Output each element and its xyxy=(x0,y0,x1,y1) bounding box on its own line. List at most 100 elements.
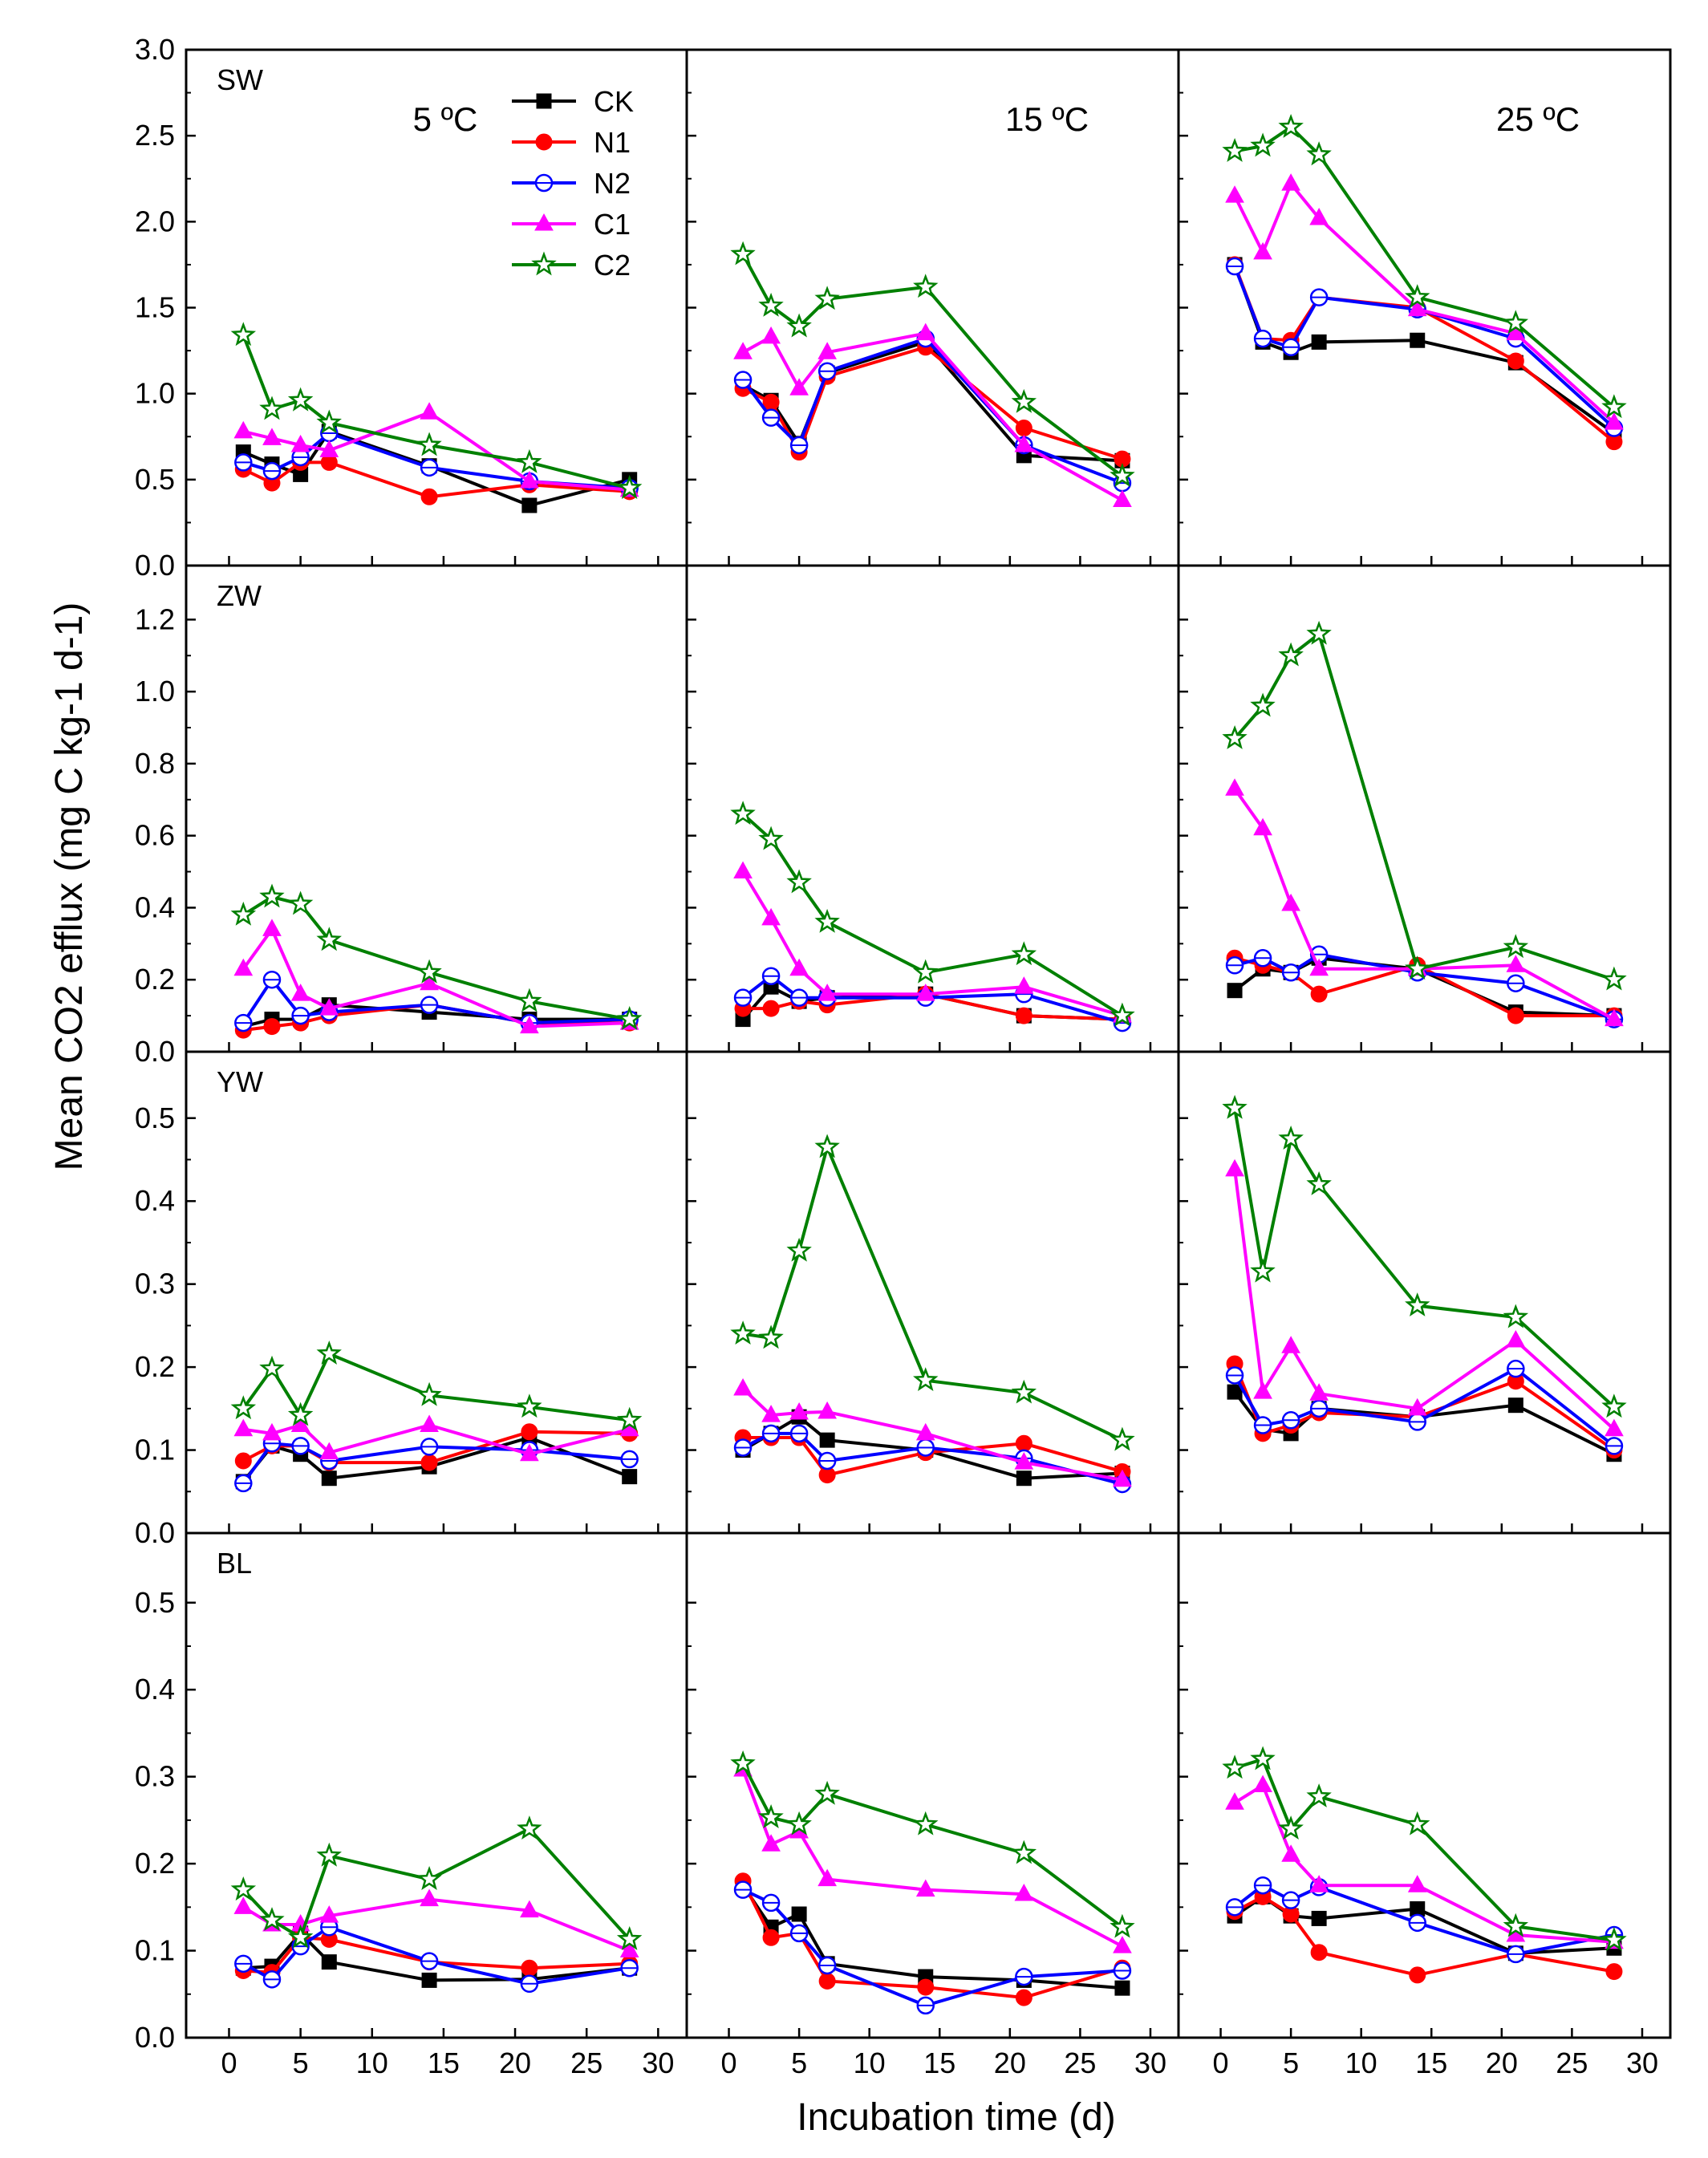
data-point xyxy=(520,1016,539,1034)
legend-label: C1 xyxy=(594,208,631,241)
y-tick-label: 1.5 xyxy=(135,291,175,324)
data-point xyxy=(913,274,939,298)
data-point xyxy=(1405,955,1430,980)
data-point xyxy=(1407,298,1427,317)
data-point xyxy=(287,1401,314,1426)
data-point xyxy=(1601,966,1627,991)
data-point xyxy=(1227,983,1243,999)
data-point xyxy=(1309,288,1329,306)
y-tick-label: 0.0 xyxy=(135,2021,175,2054)
data-point xyxy=(1278,1126,1304,1150)
temperature-label: 5 ºC xyxy=(413,100,478,138)
y-tick-label: 0.3 xyxy=(135,1760,175,1793)
data-point xyxy=(234,1452,252,1470)
data-point xyxy=(291,448,310,467)
data-point xyxy=(319,440,339,457)
data-point xyxy=(1015,1007,1033,1024)
data-point xyxy=(915,1879,935,1897)
x-tick-label: 20 xyxy=(994,2046,1026,2079)
data-point xyxy=(791,1906,807,1922)
data-point xyxy=(319,998,339,1016)
data-point xyxy=(1506,955,1526,972)
soil-label: SW xyxy=(217,63,263,96)
panel-zw-0: 0.0 0.2 0.4 0.6 0.8 1.0 1.2 ZW xyxy=(135,564,688,1068)
data-point xyxy=(616,1925,643,1950)
legend-marker xyxy=(535,133,553,151)
data-point xyxy=(316,927,342,951)
data-point xyxy=(1407,1875,1427,1892)
data-point xyxy=(817,984,837,1001)
data-point xyxy=(1250,1258,1276,1283)
data-point xyxy=(1253,1775,1272,1792)
data-point xyxy=(287,890,314,915)
panel-frame xyxy=(685,564,1180,1053)
data-point xyxy=(1015,1967,1033,1986)
y-tick-label: 0.2 xyxy=(135,963,175,996)
x-tick-label: 15 xyxy=(923,2046,955,2079)
x-tick-label: 10 xyxy=(356,2046,388,2079)
data-point xyxy=(420,1454,438,1471)
y-tick-label: 0.6 xyxy=(135,819,175,852)
data-point xyxy=(616,1406,643,1431)
x-tick-label: 20 xyxy=(1486,2046,1518,2079)
series-c1 xyxy=(733,322,1132,508)
data-point xyxy=(913,1367,939,1392)
data-point xyxy=(1503,1913,1529,1937)
data-point xyxy=(1309,1383,1329,1401)
y-tick-label: 0.0 xyxy=(135,549,175,582)
data-point xyxy=(1225,956,1244,975)
data-point xyxy=(1222,1754,1248,1779)
data-point xyxy=(321,1470,337,1487)
data-point xyxy=(758,292,784,317)
data-point xyxy=(1281,1891,1300,1909)
data-point xyxy=(1281,338,1300,357)
data-point xyxy=(1110,1002,1135,1027)
data-point xyxy=(789,958,809,976)
data-point xyxy=(262,970,282,989)
data-point xyxy=(1601,1926,1627,1951)
data-point xyxy=(517,988,542,1012)
data-point xyxy=(789,1401,809,1420)
data-point xyxy=(520,1443,539,1462)
data-point xyxy=(1225,1158,1244,1177)
data-point xyxy=(520,470,539,489)
data-point xyxy=(1306,1170,1332,1195)
data-point xyxy=(1011,1840,1037,1864)
series-c1 xyxy=(1225,173,1624,430)
data-point xyxy=(1225,1366,1244,1385)
data-point xyxy=(616,1006,643,1030)
data-point xyxy=(1507,1359,1525,1378)
panel-zw-1 xyxy=(685,564,1180,1053)
x-axis-title: Incubation time (d) xyxy=(797,2096,1116,2139)
data-point xyxy=(817,1868,837,1887)
data-point xyxy=(1408,1413,1426,1431)
legend-entry-c1: C1 xyxy=(512,208,631,241)
data-point xyxy=(814,908,840,933)
data-point xyxy=(1225,185,1244,203)
series-c2 xyxy=(1222,113,1627,419)
data-point xyxy=(730,801,756,825)
data-point xyxy=(290,434,310,452)
series-n2 xyxy=(733,1880,1132,2015)
data-point xyxy=(733,342,753,359)
data-point xyxy=(291,1437,310,1455)
data-point xyxy=(817,362,837,381)
data-point xyxy=(1253,817,1272,836)
data-point xyxy=(1225,257,1244,276)
x-tick-label: 15 xyxy=(428,2046,460,2079)
data-point xyxy=(262,461,282,481)
data-point xyxy=(1253,241,1272,260)
data-point xyxy=(1506,322,1526,341)
data-point xyxy=(259,395,285,420)
panel-sw-0: 0.0 0.5 1.0 1.5 2.0 2.5 3.0 SW 5 ºC xyxy=(135,33,688,582)
data-point xyxy=(818,1973,836,1990)
series-c1 xyxy=(233,402,639,497)
data-point xyxy=(1281,1844,1300,1862)
data-point xyxy=(1114,1980,1130,1996)
data-point xyxy=(416,1381,442,1406)
data-point xyxy=(1507,352,1524,370)
data-point xyxy=(262,1970,282,1989)
series-line xyxy=(1233,631,1615,982)
data-point xyxy=(420,458,439,477)
data-point xyxy=(1113,1469,1132,1487)
